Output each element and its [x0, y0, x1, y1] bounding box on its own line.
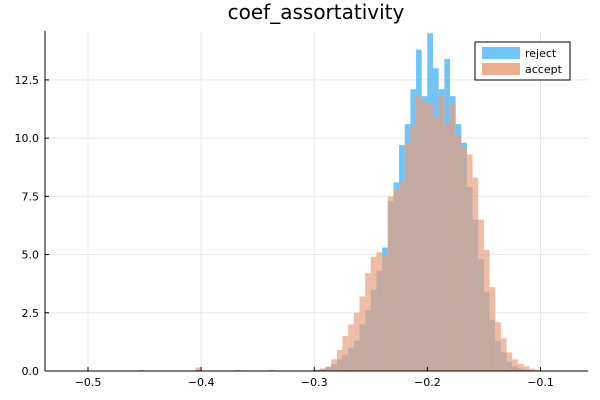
bar-accept: [444, 124, 450, 371]
bar-accept: [387, 196, 394, 371]
bar-accept: [427, 103, 434, 372]
y-tick-label: 2.5: [22, 307, 40, 320]
bar-accept: [399, 182, 405, 371]
bar-accept: [393, 189, 400, 371]
bar-accept: [483, 249, 490, 371]
bar-accept: [404, 142, 411, 371]
bar-accept: [517, 364, 524, 371]
bar-accept: [512, 359, 518, 371]
bar-accept: [370, 256, 377, 371]
series-accept: [138, 96, 541, 372]
bar-accept: [449, 103, 456, 372]
legend: reject accept: [474, 41, 571, 81]
bar-accept: [336, 350, 343, 371]
bar-accept: [472, 177, 479, 371]
bar-accept: [506, 352, 513, 371]
bar-accept: [466, 154, 473, 371]
bar-accept: [235, 369, 241, 371]
bar-accept: [376, 252, 383, 371]
y-tick-label: 10.0: [15, 132, 40, 145]
bar-accept: [461, 147, 467, 371]
bar-accept: [523, 366, 530, 371]
bar-accept: [365, 273, 371, 371]
bar-accept: [319, 368, 326, 371]
bar-accept: [359, 296, 366, 371]
bar-accept: [331, 359, 337, 371]
x-tick-label: −0.2: [414, 376, 441, 389]
bar-accept: [382, 254, 388, 371]
x-tick-label: −0.3: [301, 376, 328, 389]
bar-accept: [325, 366, 332, 371]
bar-accept: [438, 96, 445, 372]
chart-title: coef_assortativity: [228, 0, 405, 24]
bar-accept: [478, 219, 484, 371]
bar-accept: [268, 369, 275, 371]
legend-swatch-accept: [482, 63, 520, 75]
bar-accept: [489, 287, 496, 371]
y-tick-label: 12.5: [15, 74, 40, 87]
bar-accept: [529, 368, 535, 371]
histogram-bars: [138, 33, 541, 372]
bar-accept: [455, 135, 462, 371]
grid-lines: [45, 31, 588, 372]
axes: [44, 31, 588, 372]
axis-ticks: −0.5 −0.4 −0.3 −0.2 −0.1 0.0 2.5 5.0 7.5 10.0 12.5: [15, 74, 554, 389]
bar-accept: [138, 369, 145, 371]
y-tick-label: 5.0: [22, 249, 40, 262]
bar-accept: [353, 312, 360, 371]
legend-label-accept: accept: [525, 63, 563, 76]
x-tick-label: −0.1: [527, 376, 554, 389]
bar-accept: [495, 322, 501, 371]
x-tick-label: −0.5: [75, 376, 102, 389]
bar-accept: [416, 96, 422, 372]
x-tick-label: −0.4: [188, 376, 215, 389]
bar-accept: [410, 126, 417, 371]
bar-accept: [433, 117, 439, 371]
bar-accept: [342, 336, 349, 371]
bar-accept: [314, 369, 320, 371]
legend-label-reject: reject: [525, 47, 557, 60]
bar-accept: [534, 369, 541, 371]
bar-accept: [348, 324, 354, 371]
y-tick-label: 7.5: [22, 190, 40, 203]
bar-accept: [500, 338, 507, 371]
bar-accept: [195, 367, 202, 371]
legend-swatch-reject: [482, 47, 520, 59]
y-tick-label: 0.0: [22, 365, 40, 378]
bar-accept: [421, 100, 428, 372]
